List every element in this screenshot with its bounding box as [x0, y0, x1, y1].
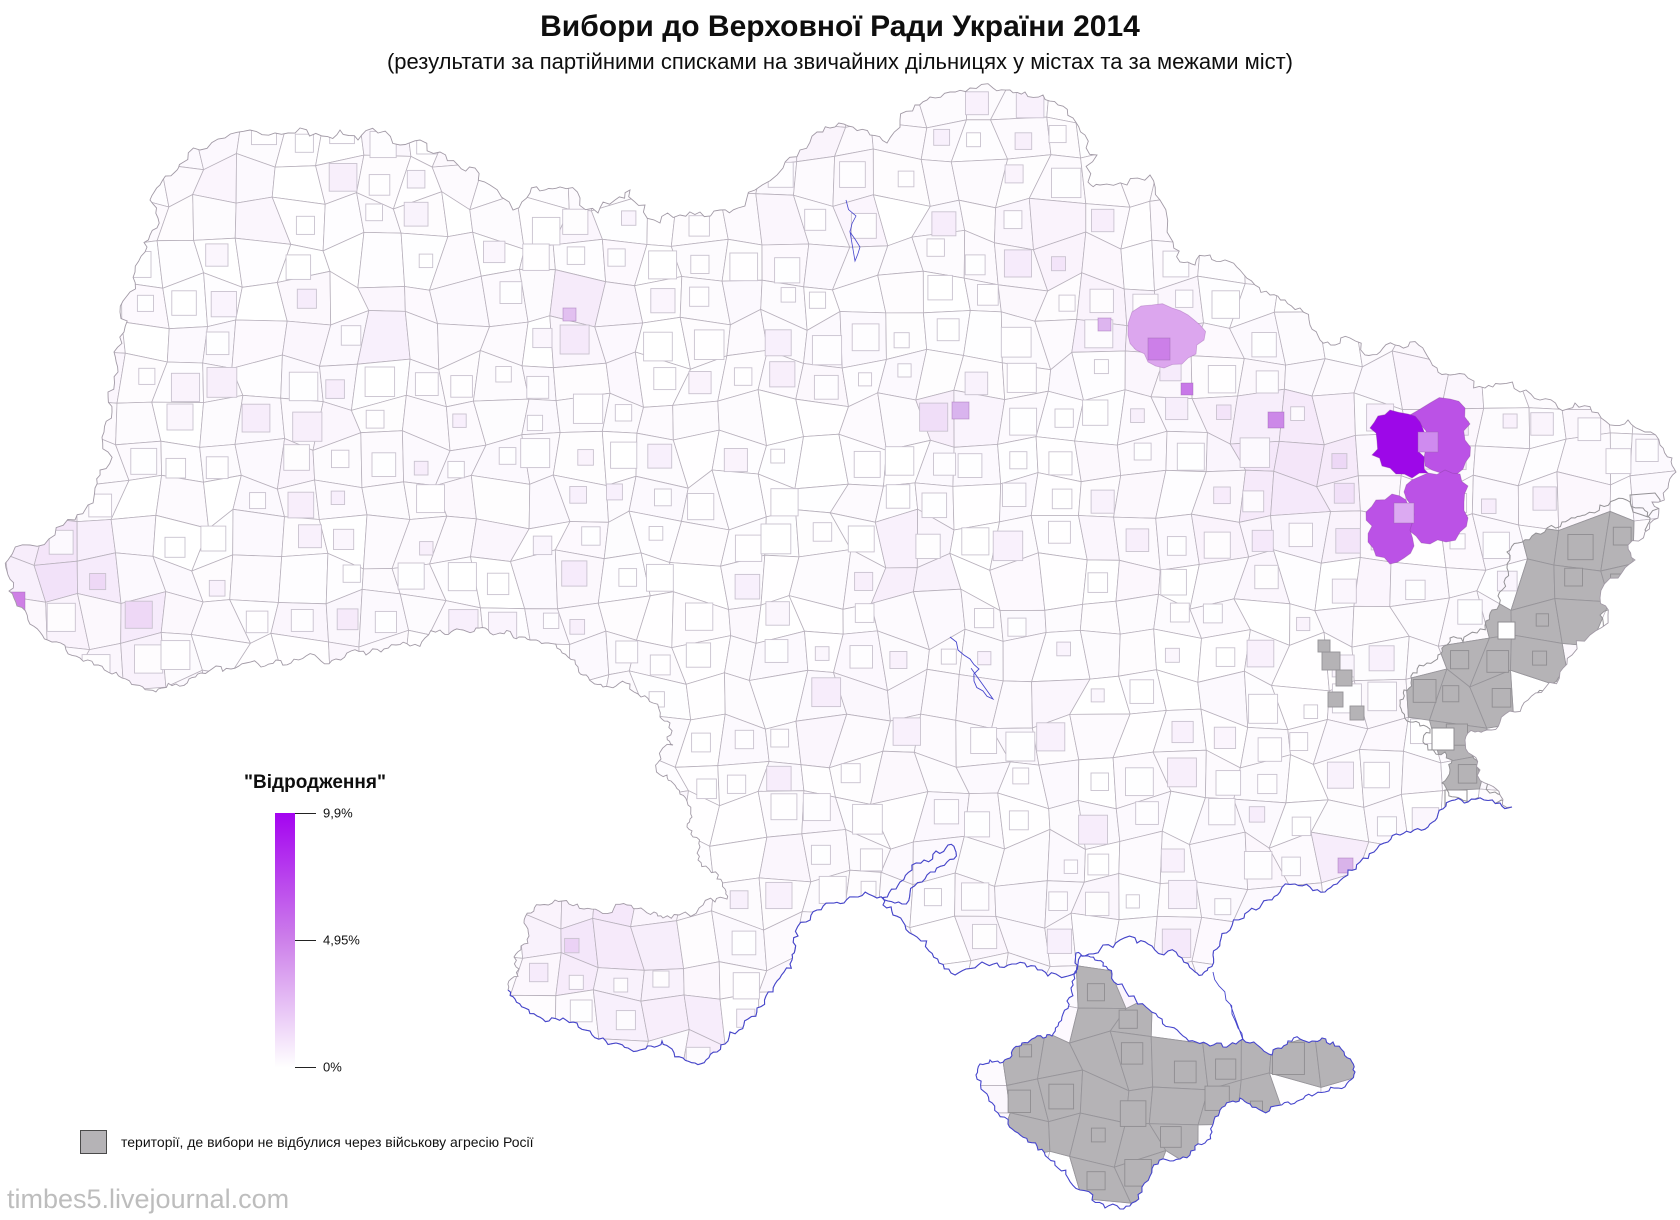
- land-layer: [5, 83, 1676, 1210]
- occupied-legend-swatch: [80, 1130, 107, 1154]
- legend-tick-line-max: [295, 813, 316, 814]
- legend-tick-label-min: 0%: [323, 1059, 342, 1075]
- occupied-territories-legend: території, де вибори не відбулися через …: [80, 1130, 534, 1154]
- coastline-layer: [507, 199, 1513, 1210]
- legend-tick-label-max: 9,9%: [323, 805, 353, 821]
- legend-tick-label-mid: 4,95%: [323, 932, 360, 948]
- districts-layer: [5, 83, 1676, 1210]
- legend-tick-line-min: [295, 1067, 316, 1068]
- legend-tick-line-mid: [295, 940, 316, 941]
- legend-party-title: "Відродження": [244, 772, 386, 793]
- title-block: Вибори до Верховної Ради України 2014 (р…: [0, 10, 1680, 75]
- watermark: timbes5.livejournal.com: [7, 1184, 290, 1214]
- page-subtitle: (результати за партійними списками на зв…: [386, 49, 1294, 74]
- occupied-layer: [991, 510, 1641, 1204]
- legend-colorbar: [275, 813, 295, 1068]
- page-title: Вибори до Верховної Ради України 2014: [540, 10, 1140, 43]
- occupied-legend-label: території, де вибори не відбулися через …: [121, 1134, 534, 1150]
